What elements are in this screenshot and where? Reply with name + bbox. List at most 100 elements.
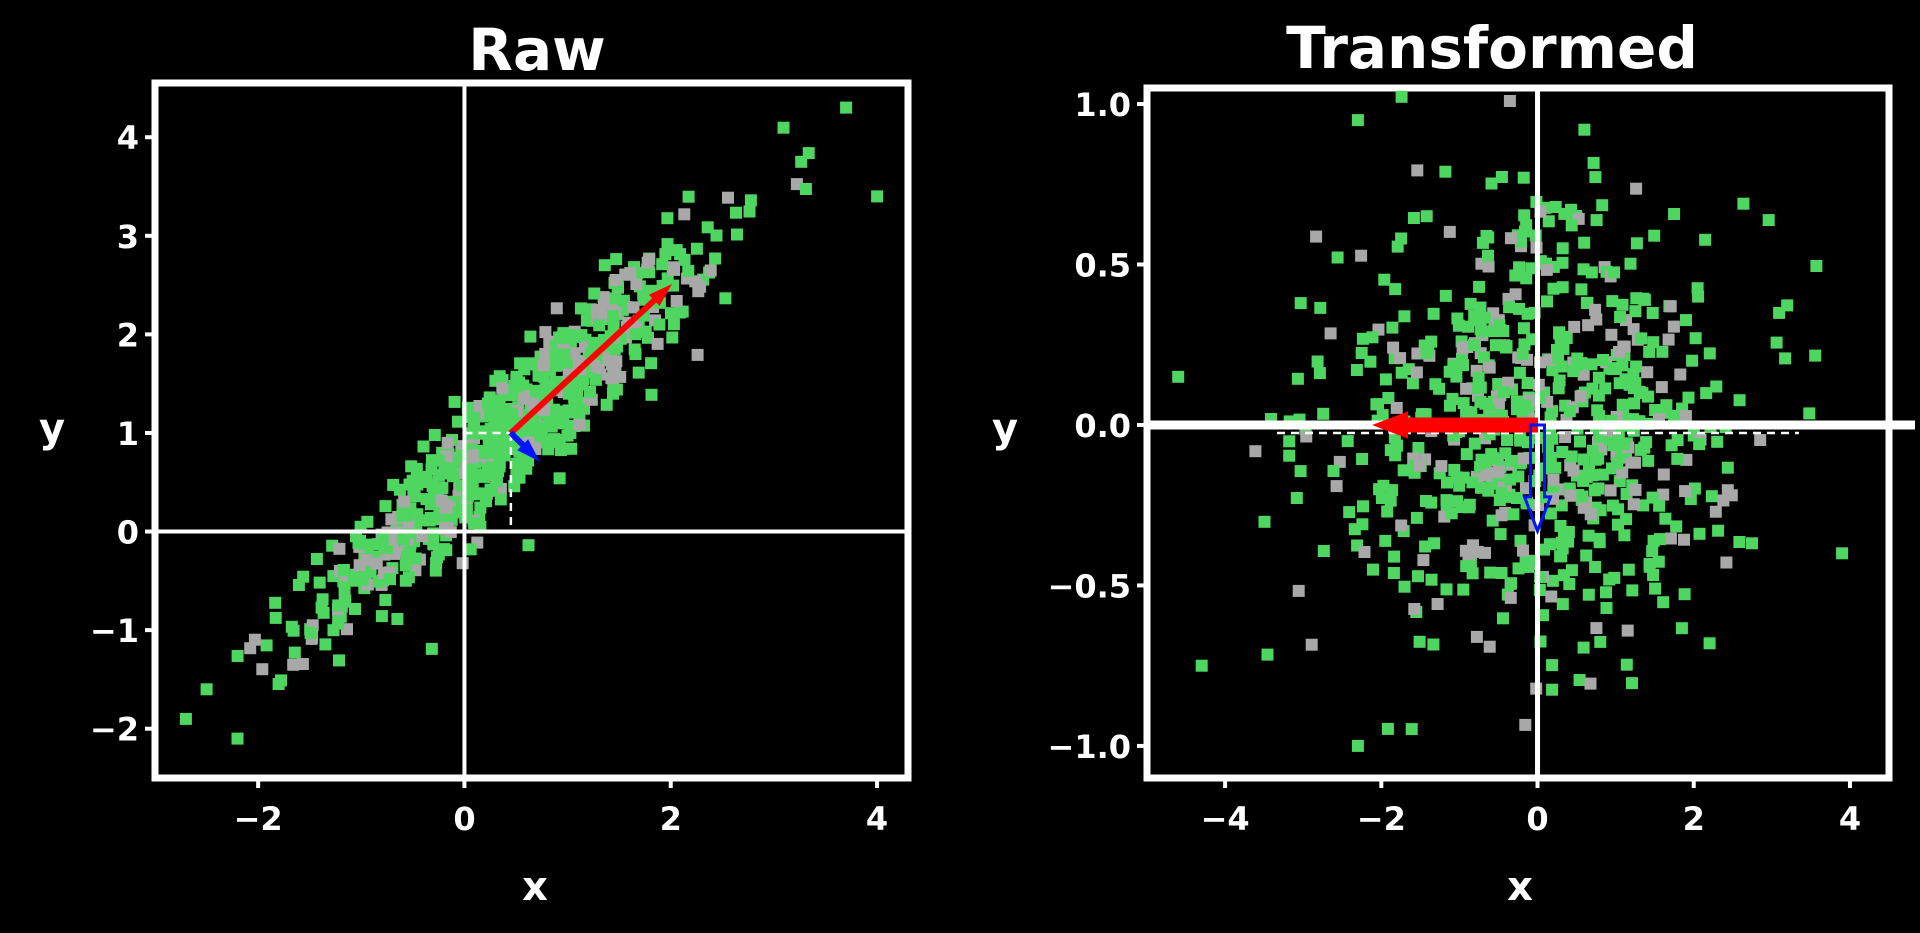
blue-vector-arrow (508, 430, 540, 462)
raw-panel: Raw −2 0 2 4 −2 −1 0 1 2 3 4 x y (39, 16, 912, 910)
data-point (1460, 448, 1473, 461)
data-point (1317, 407, 1330, 420)
data-point (1596, 468, 1609, 481)
data-point (1590, 313, 1603, 326)
data-point (598, 259, 611, 272)
data-point (269, 611, 282, 624)
x-tick-label: −4 (1201, 800, 1250, 838)
data-point (1603, 573, 1616, 586)
data-point (1480, 469, 1493, 482)
data-point (1693, 527, 1706, 540)
data-point (438, 543, 450, 556)
data-point (1700, 387, 1713, 400)
data-point (428, 429, 441, 441)
data-point (1545, 590, 1558, 603)
data-point (1387, 567, 1400, 579)
data-point (420, 476, 433, 488)
data-point (1630, 182, 1643, 195)
data-point (1519, 718, 1532, 731)
data-point (1746, 537, 1758, 550)
data-point (1521, 377, 1534, 389)
data-point (1618, 529, 1631, 542)
data-point (474, 501, 487, 514)
data-point (1314, 301, 1327, 314)
data-point (593, 319, 606, 332)
data-point (1283, 449, 1296, 462)
data-point (629, 328, 642, 341)
data-point (315, 601, 328, 614)
data-point (1495, 509, 1508, 522)
data-point (1450, 370, 1463, 383)
data-point (606, 310, 619, 323)
data-point (1670, 520, 1683, 533)
data-point (1438, 510, 1451, 523)
data-point (666, 331, 679, 344)
data-point (678, 208, 691, 221)
data-point (296, 658, 309, 670)
data-point (1487, 452, 1500, 465)
y-tick-label: 2 (117, 316, 139, 354)
data-point (1577, 641, 1590, 654)
data-point (1381, 722, 1394, 735)
data-point (432, 454, 445, 467)
data-point (1705, 490, 1718, 503)
data-point (1621, 624, 1634, 637)
data-point (1671, 452, 1684, 465)
data-point (1411, 164, 1424, 177)
data-point (1419, 540, 1432, 553)
raw-title: Raw (468, 16, 605, 84)
transformed-vectors (1372, 411, 1553, 536)
data-point (653, 318, 666, 331)
data-point (500, 427, 513, 439)
data-point (1457, 583, 1470, 596)
data-point (1407, 212, 1420, 224)
data-point (1649, 582, 1662, 595)
data-point (511, 465, 524, 477)
data-point (552, 354, 565, 367)
data-point (1502, 376, 1515, 389)
data-point (1540, 263, 1553, 276)
data-point (1565, 564, 1578, 577)
data-point (1657, 468, 1670, 481)
data-point (1678, 533, 1690, 546)
data-point (1692, 290, 1705, 303)
data-point (1364, 355, 1377, 368)
data-point (399, 559, 412, 572)
data-point (1618, 438, 1631, 451)
data-point (1546, 405, 1559, 418)
data-point (1629, 483, 1642, 496)
data-point (1412, 442, 1425, 454)
red-vector-arrow (508, 283, 673, 436)
data-point (338, 584, 351, 597)
transformed-title: Transformed (1286, 14, 1698, 82)
data-point (1249, 445, 1262, 458)
data-point (1547, 282, 1560, 295)
data-point (288, 646, 301, 659)
data-point (661, 238, 674, 251)
data-point (1803, 407, 1816, 420)
data-point (1294, 297, 1307, 310)
data-point (1398, 310, 1411, 323)
data-point (1408, 603, 1421, 615)
data-point (1556, 242, 1569, 255)
data-point (561, 429, 574, 442)
data-point (1446, 392, 1459, 405)
data-point (1627, 498, 1640, 511)
data-point (332, 599, 345, 612)
data-point (1703, 637, 1716, 650)
data-point (667, 318, 680, 331)
data-point (1653, 533, 1666, 546)
x-tick-label: 4 (1839, 800, 1861, 838)
y-tick-label: 0.5 (1074, 247, 1131, 285)
data-point (1382, 392, 1395, 404)
data-point (387, 478, 400, 491)
data-point (1553, 374, 1566, 387)
data-point (360, 554, 373, 567)
data-point (553, 472, 566, 485)
data-point (1518, 225, 1531, 238)
data-point (1773, 306, 1786, 319)
data-point (1351, 114, 1364, 127)
data-point (568, 347, 581, 360)
data-point (388, 533, 401, 545)
